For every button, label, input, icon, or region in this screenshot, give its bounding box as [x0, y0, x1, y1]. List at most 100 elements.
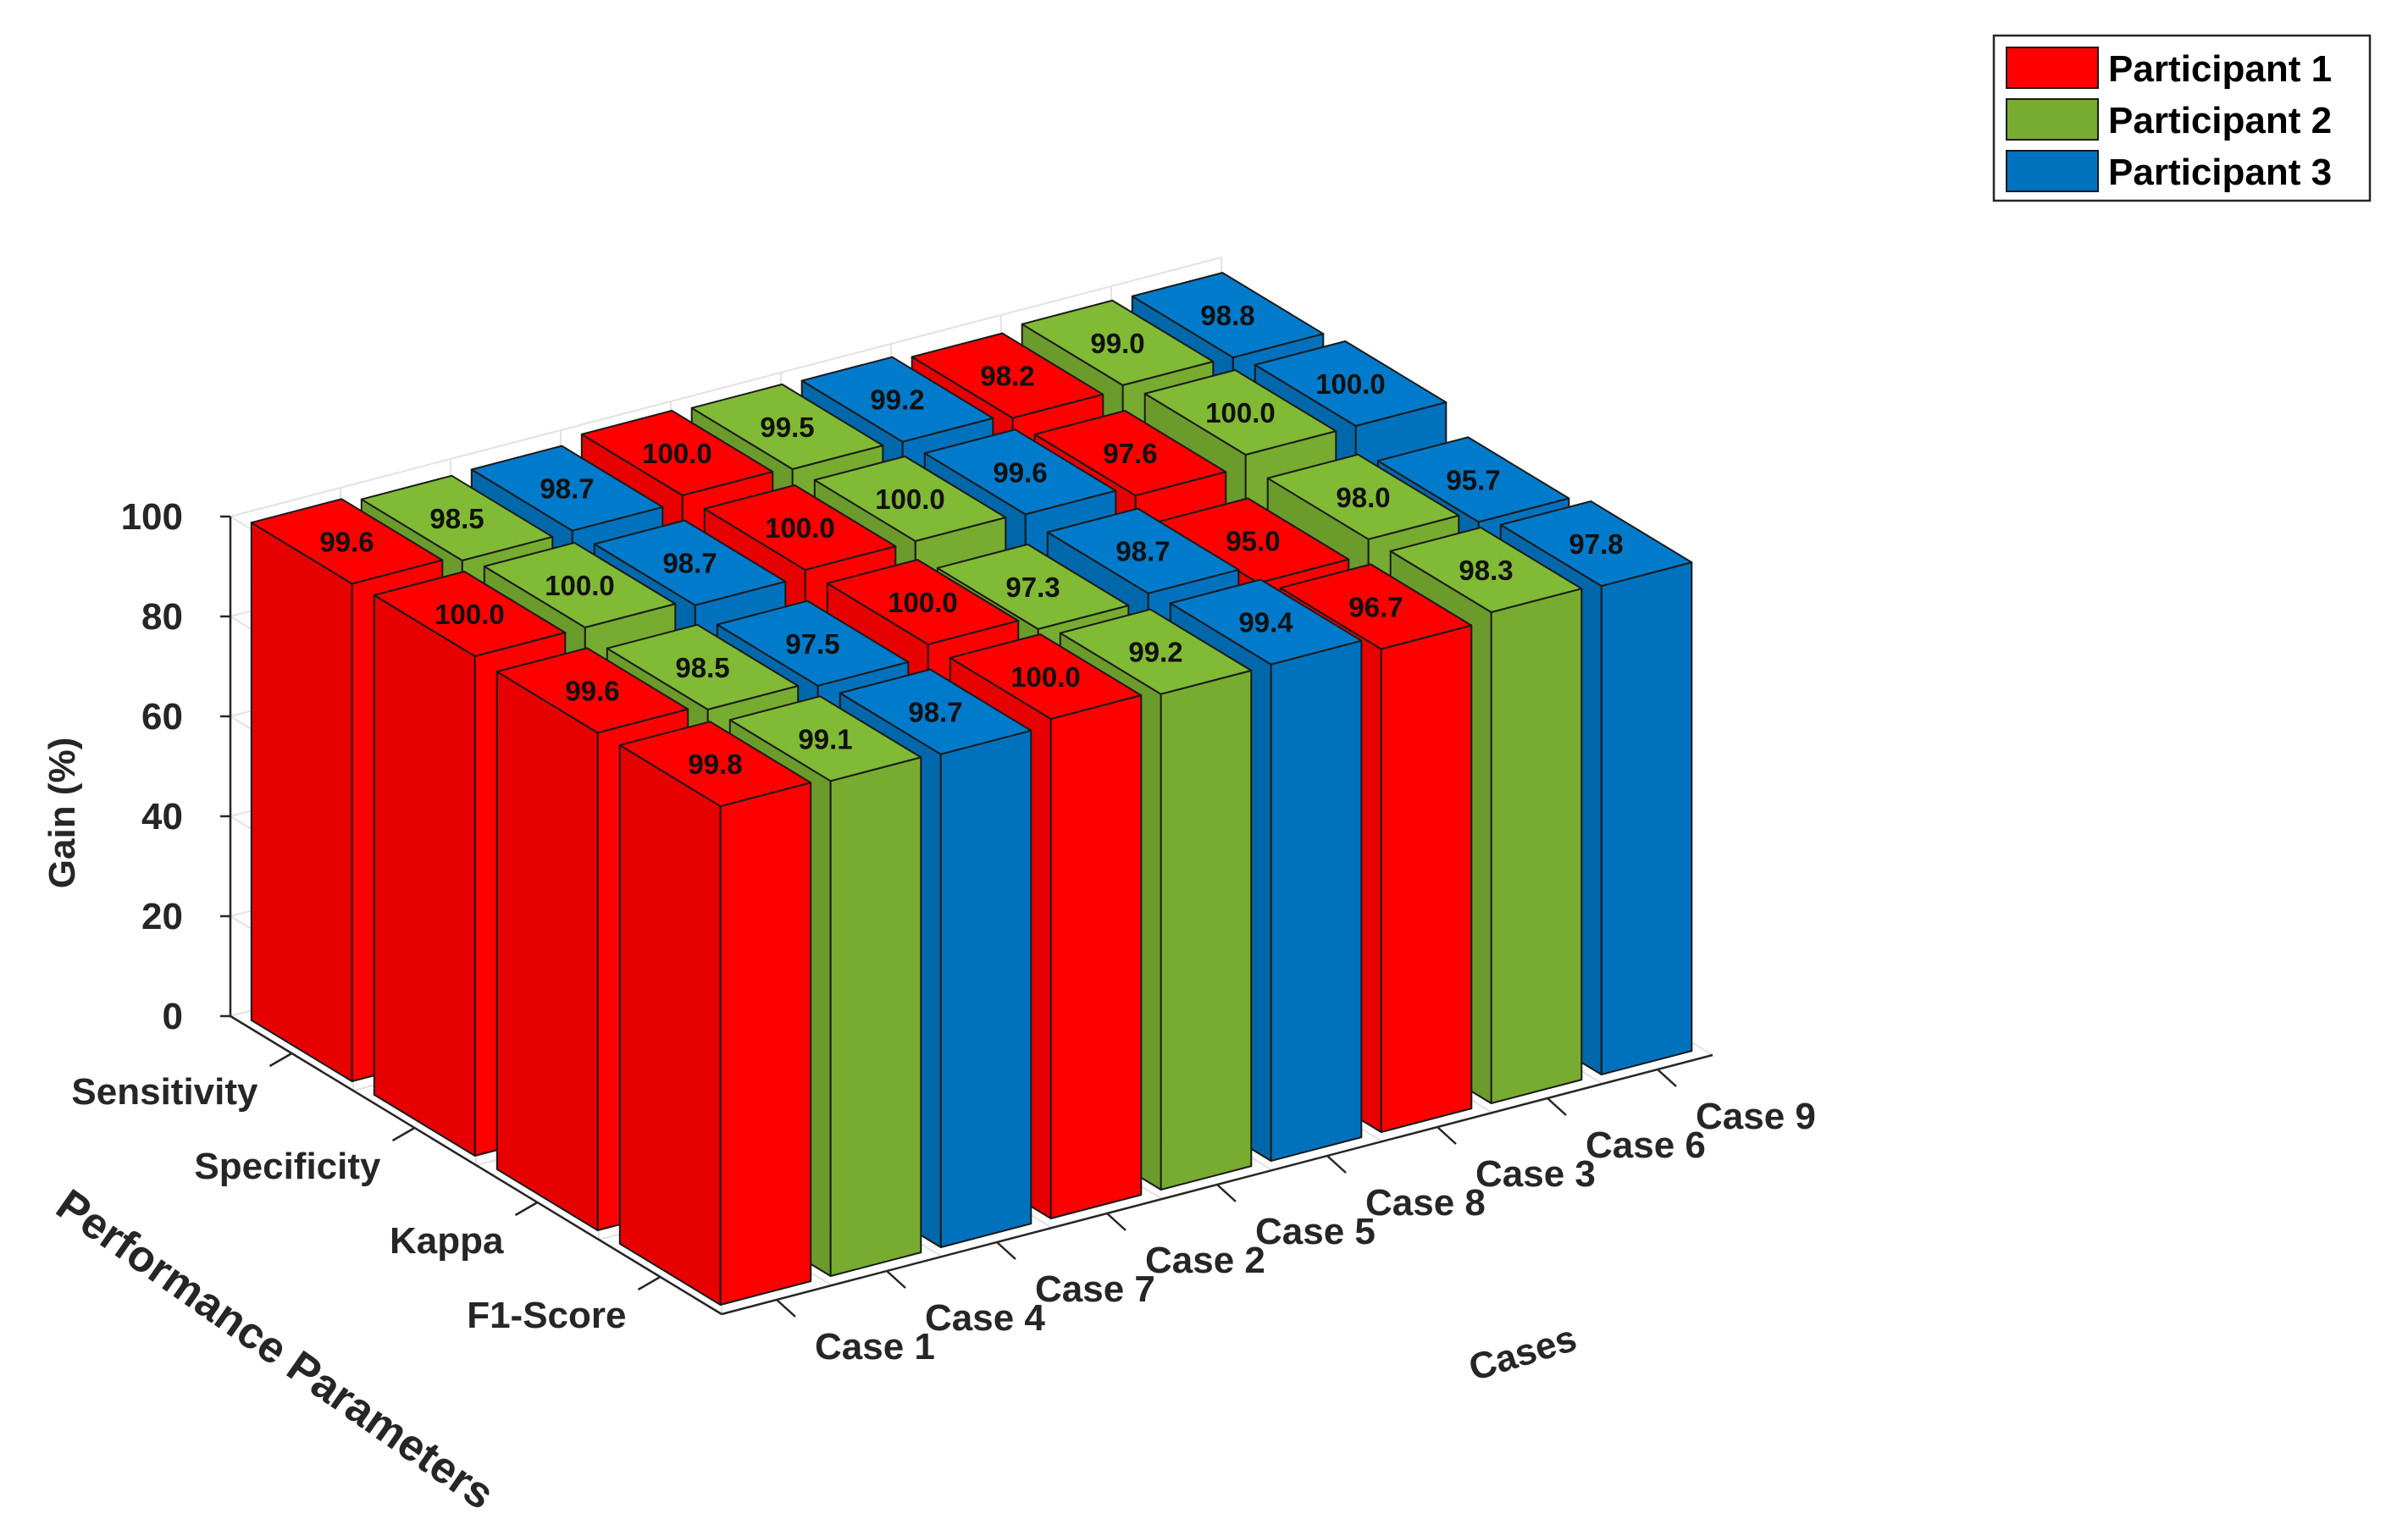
y-tick — [391, 1126, 416, 1142]
bar-top-face — [703, 484, 897, 571]
x-tick-label: Case 6 — [1586, 1124, 1706, 1166]
legend-swatch-participant-2 — [2006, 98, 2099, 141]
bar-front-face — [719, 782, 812, 1306]
bar-value-label: 98.5 — [429, 503, 484, 534]
bar-top-face — [373, 571, 567, 657]
bar-top-face — [911, 332, 1104, 419]
bar-top-face — [1389, 527, 1583, 613]
legend-label-participant-3: Participant 3 — [2108, 152, 2332, 193]
bar-value-label: 99.8 — [688, 749, 742, 780]
bar-value-label: 99.6 — [565, 675, 619, 706]
y-tick-label: Specificity — [194, 1146, 381, 1187]
x-tick-label: Case 1 — [815, 1326, 935, 1368]
bar-value-label: 95.7 — [1446, 464, 1500, 495]
bar-top-face — [250, 498, 444, 585]
y-tick — [514, 1201, 539, 1217]
bar-top-face — [1033, 410, 1227, 497]
bar-value-label: 100.0 — [545, 570, 615, 601]
bar-value-label: 98.0 — [1336, 482, 1390, 513]
x-tick-label: Case 7 — [1035, 1268, 1155, 1310]
y-tick — [637, 1275, 662, 1291]
x-tick — [1216, 1184, 1237, 1202]
bar-front-face — [1490, 588, 1583, 1104]
bar-value-label: 99.1 — [798, 723, 852, 754]
bar-value-label: 97.5 — [785, 628, 839, 660]
bar-top-face — [1266, 453, 1460, 540]
x-tick — [1657, 1069, 1677, 1087]
bar-top-face — [1169, 578, 1363, 666]
bar-front-face — [1600, 561, 1693, 1075]
bar-top-face — [360, 474, 554, 561]
bar-value-label: 98.8 — [1200, 300, 1254, 331]
legend: Participant 1 Participant 2 Participant … — [1992, 34, 2372, 202]
bar-front-face — [1380, 624, 1473, 1133]
y-tick-label: Kappa — [390, 1220, 504, 1262]
bar-front-face — [1160, 669, 1253, 1191]
bar-side-face — [250, 522, 353, 1082]
bar-value-label: 97.8 — [1569, 528, 1623, 560]
bar-value-label: 99.6 — [319, 526, 374, 557]
bar-top-face — [1021, 299, 1215, 386]
bar-value-label: 99.2 — [870, 384, 924, 416]
bar-top-face — [923, 428, 1117, 516]
bar-value-label: 98.3 — [1459, 555, 1513, 586]
bar-front-face — [939, 729, 1032, 1248]
z-tick-label: 60 — [141, 696, 183, 738]
z-axis-label: Gain (%) — [42, 738, 83, 888]
bar-front-face — [1049, 694, 1143, 1219]
bar-top-face — [1279, 563, 1473, 650]
bar-top-face — [483, 542, 677, 628]
bar-value-label: 99.0 — [1090, 328, 1144, 359]
bar-top-face — [495, 647, 689, 734]
bar-top-face — [1499, 500, 1693, 587]
bar-value-label: 99.5 — [760, 412, 814, 443]
bar-top-face — [826, 559, 1020, 645]
bar-value-label: 100.0 — [875, 483, 945, 515]
bar-top-face — [580, 410, 774, 496]
legend-swatch-participant-1 — [2006, 47, 2099, 89]
y-axis-line — [230, 1014, 722, 1316]
bar-top-face — [839, 668, 1032, 755]
bar-value-label: 100.0 — [642, 438, 712, 469]
bar-top-face — [728, 695, 922, 782]
x-tick-label: Case 9 — [1696, 1096, 1816, 1137]
bar-top-face — [690, 383, 884, 470]
bars-layer: 98.8 99.0 98.2 99.2 99.5 100.0 98.7 98.5 99.6 100… — [250, 272, 1693, 1306]
bar-top-face — [606, 623, 800, 710]
bar-top-face — [1131, 272, 1325, 359]
bar-top-face — [936, 543, 1130, 630]
bar-side-face — [373, 594, 476, 1157]
bar-value-label: 100.0 — [888, 587, 958, 618]
x-tick — [1436, 1126, 1457, 1145]
bar-value-label: 98.7 — [1115, 536, 1170, 567]
x-tick — [886, 1270, 906, 1289]
bar-top-face — [1254, 340, 1448, 427]
bar-side-face — [495, 671, 599, 1231]
bar-value-label: 100.0 — [765, 512, 835, 544]
x-tick-label: Case 2 — [1145, 1240, 1265, 1281]
bar-top-face — [1376, 436, 1570, 523]
x-tick — [1326, 1155, 1347, 1174]
y-tick — [268, 1052, 293, 1068]
bar-value-label: 97.6 — [1103, 438, 1157, 469]
bar-value-label: 98.7 — [540, 473, 594, 505]
legend-label-participant-2: Participant 2 — [2108, 100, 2332, 141]
bar-value-label: 100.0 — [435, 599, 505, 630]
bar-front-face — [1270, 639, 1363, 1162]
x-axis-label: Cases — [1464, 1318, 1581, 1390]
bar-value-label: 96.7 — [1348, 592, 1403, 623]
bar-value-label: 100.0 — [1205, 397, 1276, 428]
bar-value-label: 95.0 — [1226, 526, 1280, 557]
bar-top-face — [813, 456, 1007, 542]
bar-top-face — [470, 445, 664, 532]
y-tick-label: F1-Score — [467, 1295, 626, 1336]
bar-value-label: 99.2 — [1128, 637, 1182, 668]
z-tick-label: 100 — [121, 496, 183, 538]
z-tick-label: 40 — [141, 796, 183, 837]
x-tick-label: Case 4 — [925, 1297, 1045, 1339]
bar-value-label: 98.7 — [908, 697, 962, 728]
bar-value-label: 99.4 — [1238, 607, 1293, 638]
y-tick-label: Sensitivity — [71, 1071, 258, 1113]
bar-top-face — [1059, 608, 1253, 695]
